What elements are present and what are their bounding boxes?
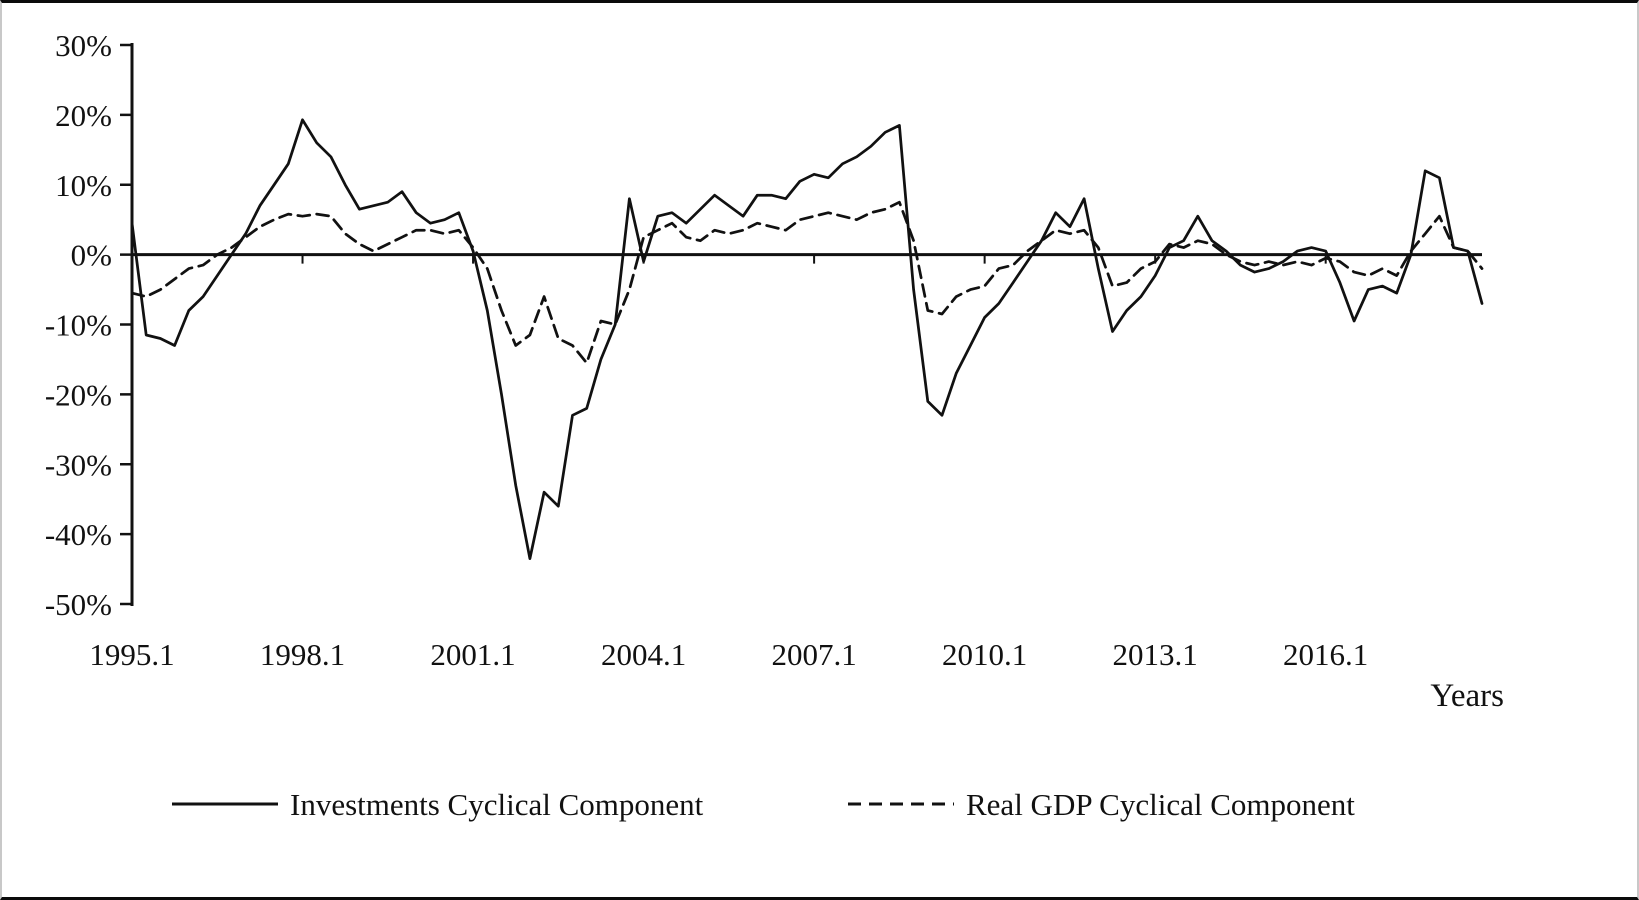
x-tick-label: 1998.1 — [260, 637, 345, 672]
plot-layer: 30% 20% 10% 0% -10% -20% -30% -40% -50% 1995.1 199… — [45, 28, 1484, 672]
y-tick-label: -30% — [45, 447, 112, 482]
legend: Investments Cyclical Component Real GDP … — [172, 787, 1355, 822]
x-tick-label: 2013.1 — [1113, 637, 1198, 672]
y-tick-label: -40% — [45, 517, 112, 552]
legend-real-gdp-label: Real GDP Cyclical Component — [966, 787, 1355, 822]
x-axis-title: Years — [1430, 678, 1504, 714]
series-investments-cyclical-component-line — [130, 118, 1484, 560]
y-tick-label: 10% — [55, 168, 112, 203]
series-real-gdp-cyclical-component-line — [130, 200, 1484, 365]
cyclical-components-line-chart: 30% 20% 10% 0% -10% -20% -30% -40% -50% 1995.1 199… — [45, 28, 1504, 822]
x-tick-label: 2007.1 — [771, 637, 856, 672]
legend-investments-label: Investments Cyclical Component — [290, 787, 704, 822]
x-tick-label: 1995.1 — [89, 637, 174, 672]
y-tick-label: 0% — [71, 238, 112, 273]
x-tick-label: 2010.1 — [942, 637, 1027, 672]
x-tick-label: 2001.1 — [430, 637, 515, 672]
y-tick-label: 30% — [55, 28, 112, 63]
y-tick-label: -10% — [45, 308, 112, 343]
y-tick-label: -50% — [45, 587, 112, 622]
x-tick-label: 2004.1 — [601, 637, 686, 672]
y-tick-label: 20% — [55, 98, 112, 133]
y-tick-label: -20% — [45, 377, 112, 412]
x-tick-label: 2016.1 — [1283, 637, 1368, 672]
